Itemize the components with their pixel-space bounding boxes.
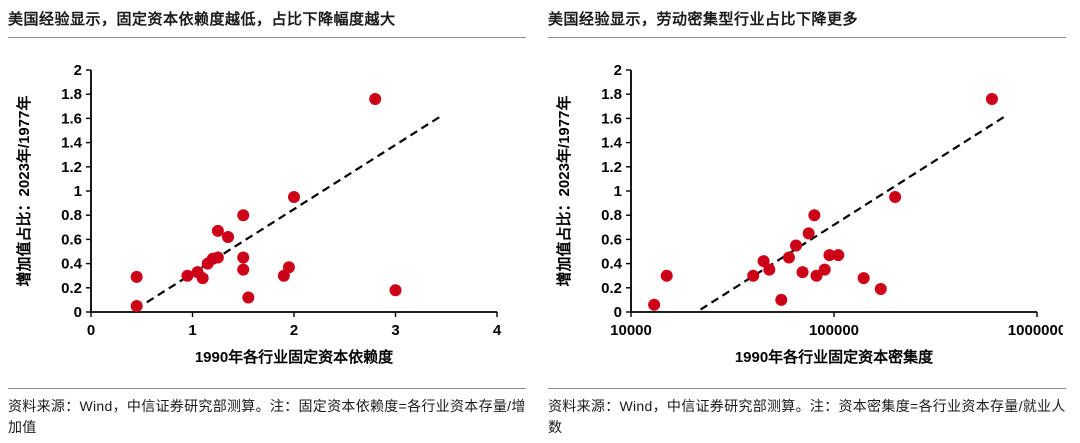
y-tick-label: 2	[74, 62, 82, 79]
data-point	[211, 251, 224, 264]
y-tick-label: 1.2	[601, 159, 622, 176]
y-tick-label: 0	[614, 304, 622, 321]
chart-panel-right: 美国经验显示，劳动密集型行业占比下降更多 0 0.2 0.4 0.6 0.8 1 1.2 1.…	[540, 0, 1080, 443]
data-point	[389, 284, 402, 297]
x-tick-label: 2	[290, 322, 298, 339]
data-point	[796, 265, 809, 278]
data-point	[985, 92, 998, 105]
data-point	[790, 239, 803, 252]
y-tick-label: 0.2	[61, 280, 82, 297]
x-tick-label: 10000	[610, 322, 652, 339]
x-tick-label: 4	[493, 322, 502, 339]
source-note-right: 资料来源：Wind，中信证券研究部测算。注：资本密集度=各行业资本存量/就业人数	[548, 397, 1066, 436]
data-point	[369, 92, 382, 105]
data-point	[196, 271, 209, 284]
data-point	[810, 269, 823, 282]
data-point	[130, 299, 143, 312]
data-point	[808, 209, 821, 222]
y-axis-label: 增加值占比：2023年/1977年	[555, 95, 573, 286]
data-point	[782, 251, 795, 264]
data-point	[747, 269, 760, 282]
y-tick-label: 1.4	[61, 134, 83, 151]
y-tick-label: 0.8	[61, 207, 82, 224]
data-point	[757, 254, 770, 267]
y-tick-label: 0.4	[61, 255, 83, 272]
data-point	[282, 261, 295, 274]
x-tick-label: 1	[188, 322, 196, 339]
y-tick-label: 1.8	[61, 86, 82, 103]
y-tick-label: 1	[614, 183, 622, 200]
data-point	[237, 209, 250, 222]
x-axis-label: 1990年各行业固定资本密集度	[735, 348, 934, 366]
title-divider	[8, 37, 526, 38]
y-tick-label: 1.4	[601, 134, 623, 151]
y-tick-label: 0.8	[601, 207, 622, 224]
y-tick-label: 0.6	[61, 231, 82, 248]
data-point	[648, 298, 661, 311]
chart-title-left: 美国经验显示，固定资本依赖度越低，占比下降幅度越大	[8, 11, 396, 28]
data-point	[660, 269, 673, 282]
data-point	[802, 227, 815, 240]
x-axis-label: 1990年各行业固定资本依赖度	[195, 348, 394, 366]
data-point	[130, 270, 143, 283]
title-divider	[548, 37, 1066, 38]
x-tick-label: 100000	[809, 322, 859, 339]
trend-line	[699, 114, 1007, 311]
data-point	[763, 263, 776, 276]
data-point	[874, 282, 887, 295]
x-tick-label: 3	[391, 322, 399, 339]
y-tick-label: 2	[614, 62, 622, 79]
data-point	[775, 293, 788, 306]
y-tick-label: 0.6	[601, 231, 622, 248]
data-point	[181, 269, 194, 282]
data-point	[857, 271, 870, 284]
y-axis-label: 增加值占比：2023年/1977年	[15, 95, 33, 286]
data-point	[832, 248, 845, 261]
data-point	[818, 263, 831, 276]
chart-title-right: 美国经验显示，劳动密集型行业占比下降更多	[548, 11, 859, 28]
y-tick-label: 1.6	[601, 110, 622, 127]
data-point	[288, 190, 300, 203]
y-tick-label: 1.2	[61, 159, 82, 176]
axis-lines	[90, 69, 497, 313]
x-tick-label: 1000000	[1008, 322, 1063, 339]
chart-container-left: 0 0.2 0.4 0.6 0.8 1 1.2 1.4 1.6 1.8 2 0 1 2 3 4 1990年各行业…	[8, 38, 526, 388]
scatter-chart-capital-dependency: 0 0.2 0.4 0.6 0.8 1 1.2 1.4 1.6 1.8 2 0 1 2 3 4 1990年各行业…	[15, 62, 502, 366]
scatter-chart-capital-intensity: 0 0.2 0.4 0.6 0.8 1 1.2 1.4 1.6 1.8 2 10000 100000 10…	[555, 62, 1063, 366]
data-point	[237, 263, 250, 276]
chart-container-right: 0 0.2 0.4 0.6 0.8 1 1.2 1.4 1.6 1.8 2 10000 100000 10…	[548, 38, 1066, 388]
y-tick-label: 1	[74, 183, 82, 200]
y-tick-label: 1.8	[601, 86, 622, 103]
source-divider	[8, 387, 526, 389]
y-tick-label: 0.4	[601, 255, 623, 272]
data-point	[211, 224, 224, 237]
y-tick-label: 0	[74, 304, 82, 321]
data-point	[823, 248, 836, 261]
chart-panel-left: 美国经验显示，固定资本依赖度越低，占比下降幅度越大 0 0.2 0.4 0.6 0.8 1…	[8, 11, 526, 436]
y-tick-label: 1.6	[61, 110, 82, 127]
x-tick-label: 0	[87, 322, 95, 339]
data-point	[889, 190, 902, 203]
source-divider	[548, 387, 1066, 389]
axis-lines	[630, 69, 1037, 313]
y-tick-label: 0.2	[601, 280, 622, 297]
data-point	[222, 230, 235, 243]
source-note-left: 资料来源：Wind，中信证券研究部测算。注：固定资本依赖度=各行业资本存量/增加…	[8, 397, 526, 436]
data-point	[242, 291, 255, 304]
data-point	[237, 251, 250, 264]
